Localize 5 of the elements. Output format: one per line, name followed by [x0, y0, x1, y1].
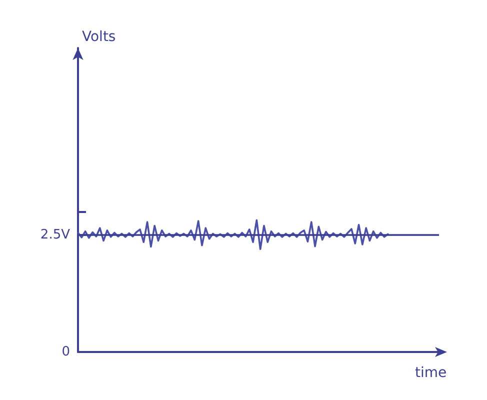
- y-tick-label: 0: [62, 344, 70, 360]
- x-axis-title: time: [415, 365, 447, 381]
- y-axis-title: Volts: [82, 29, 116, 45]
- y-tick-label: 2.5V: [40, 228, 70, 243]
- line-series: [77, 219, 389, 250]
